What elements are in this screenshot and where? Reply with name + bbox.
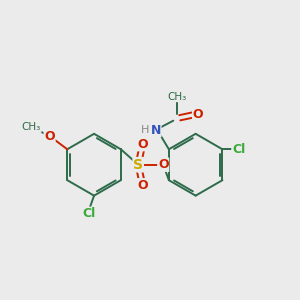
Text: O: O — [193, 108, 203, 121]
Text: Cl: Cl — [232, 143, 245, 156]
Text: CH₃: CH₃ — [22, 122, 41, 132]
Text: Cl: Cl — [82, 207, 95, 220]
Text: H: H — [141, 125, 149, 135]
Text: O: O — [158, 158, 169, 171]
Text: O: O — [137, 179, 148, 192]
Text: O: O — [44, 130, 55, 142]
Text: S: S — [133, 158, 143, 172]
Text: O: O — [137, 138, 148, 151]
Text: N: N — [150, 124, 161, 136]
Text: CH₃: CH₃ — [167, 92, 186, 102]
